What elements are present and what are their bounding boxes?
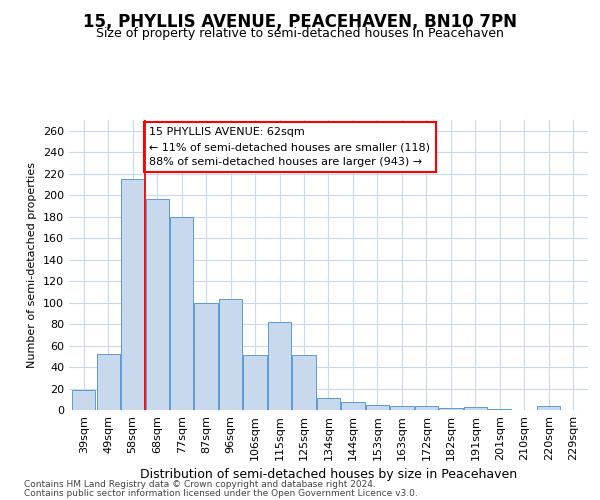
Bar xyxy=(366,404,389,410)
Bar xyxy=(292,355,316,410)
Bar xyxy=(146,200,169,410)
Bar xyxy=(268,322,291,410)
Text: 15 PHYLLIS AVENUE: 62sqm
← 11% of semi-detached houses are smaller (118)
88% of : 15 PHYLLIS AVENUE: 62sqm ← 11% of semi-d… xyxy=(149,127,430,167)
Bar xyxy=(391,406,413,410)
Text: Size of property relative to semi-detached houses in Peacehaven: Size of property relative to semi-detach… xyxy=(96,28,504,40)
Bar xyxy=(244,355,266,410)
Bar xyxy=(194,302,218,410)
Text: Contains public sector information licensed under the Open Government Licence v3: Contains public sector information licen… xyxy=(24,489,418,498)
Bar xyxy=(97,354,120,410)
Bar xyxy=(72,390,95,410)
Bar xyxy=(415,406,438,410)
Bar xyxy=(170,216,193,410)
Bar xyxy=(439,408,463,410)
Bar xyxy=(219,300,242,410)
Y-axis label: Number of semi-detached properties: Number of semi-detached properties xyxy=(28,162,37,368)
Bar xyxy=(488,409,511,410)
Bar xyxy=(341,402,365,410)
Bar xyxy=(464,407,487,410)
Text: Contains HM Land Registry data © Crown copyright and database right 2024.: Contains HM Land Registry data © Crown c… xyxy=(24,480,376,489)
Text: 15, PHYLLIS AVENUE, PEACEHAVEN, BN10 7PN: 15, PHYLLIS AVENUE, PEACEHAVEN, BN10 7PN xyxy=(83,12,517,30)
Bar xyxy=(121,179,144,410)
X-axis label: Distribution of semi-detached houses by size in Peacehaven: Distribution of semi-detached houses by … xyxy=(140,468,517,481)
Bar xyxy=(537,406,560,410)
Bar xyxy=(317,398,340,410)
